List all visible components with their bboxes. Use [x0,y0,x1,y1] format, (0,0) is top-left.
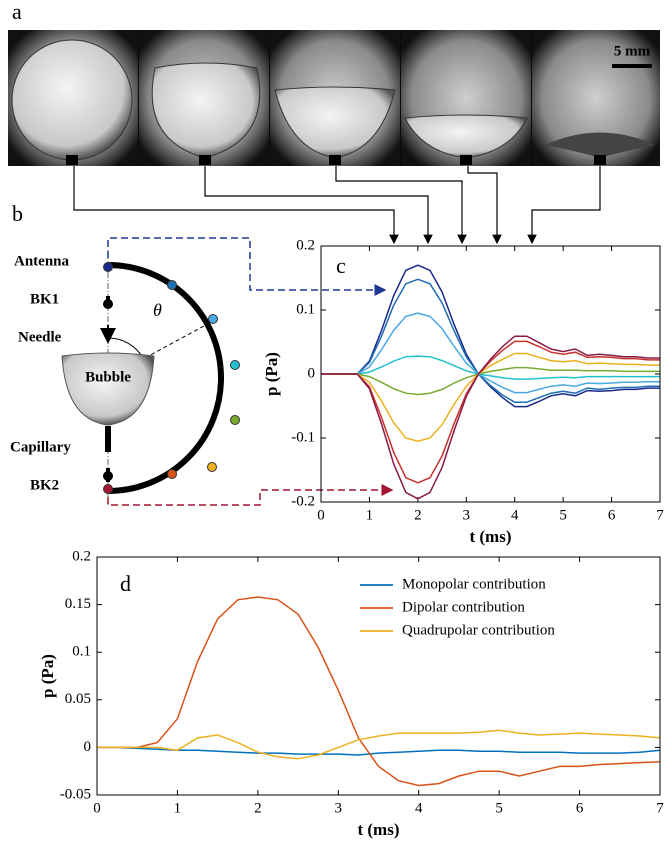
series-line [321,355,660,380]
series-line [321,278,660,403]
diagram-label: Capillary [10,439,71,455]
series-line [321,340,660,484]
y-tick-label: 0.05 [65,691,91,707]
link-red [107,484,394,506]
series-line [97,596,661,787]
connectors [73,166,601,245]
x-tick-label: 0 [93,800,101,816]
x-axis-label: t (ms) [357,820,399,839]
series-line [321,264,660,408]
y-tick-label: 0.1 [72,644,91,660]
diagram-label: Needle [18,329,62,345]
antenna-arc [107,262,224,494]
x-tick-label: 3 [335,800,343,816]
plot-frame [320,245,661,503]
photo-strip: 5 mm [8,30,660,166]
panel-label: b [12,201,23,226]
sensors [103,262,240,494]
legend-label: Dipolar contribution [402,599,525,615]
series-line [321,366,660,396]
plot-frame [96,556,661,796]
x-tick-label: 5 [559,507,567,523]
y-tick-label: 0.2 [296,237,315,253]
photo [401,30,531,166]
x-tick-label: 2 [414,507,422,523]
link-blue [107,237,387,296]
photo [270,30,400,166]
panel-label: a [12,0,22,24]
series-line [97,729,661,760]
x-tick-label: 0 [317,507,325,523]
x-tick-label: 7 [656,507,664,523]
diagram-label: Antenna [14,253,70,269]
y-axis-label: p (Pa) [262,352,281,396]
photo [532,30,660,166]
x-tick-label: 1 [366,507,374,523]
y-tick-label: 0 [308,365,316,381]
legend-label: Quadrupolar contribution [402,622,555,638]
x-tick-label: 6 [608,507,616,523]
diagram-label: BK1 [30,291,59,307]
x-tick-label: 1 [174,800,182,816]
y-tick-label: -0.2 [291,493,315,509]
y-tick-label: -0.1 [291,429,315,445]
panel-label: d [120,571,131,596]
series-line [97,746,661,756]
bubble-label: Bubble [85,369,131,385]
photo [8,30,138,166]
y-tick-label: 0.1 [296,301,315,317]
y-axis-label: p (Pa) [38,654,57,698]
y-tick-label: -0.05 [60,786,91,802]
photo [139,30,269,166]
angle-line [107,319,216,379]
panel-label: c [336,253,346,278]
diagram: θ Bubble Antenna BK1 Needle Capillary BK… [10,237,394,506]
x-tick-label: 6 [576,800,584,816]
x-tick-label: 7 [656,800,664,816]
x-tick-label: 5 [495,800,503,816]
y-tick-label: 0.15 [65,596,91,612]
scale-label: 5 mm [614,43,651,59]
x-tick-label: 2 [254,800,262,816]
series-line [321,352,660,442]
y-tick-label: 0.2 [72,548,91,564]
x-axis-label: t (ms) [469,527,511,546]
bubble [61,352,155,426]
x-tick-label: 4 [511,507,519,523]
y-tick-label: 0 [84,739,92,755]
diagram-label: BK2 [30,477,59,493]
angle-label: θ [153,300,162,320]
series-line [321,335,660,500]
x-tick-label: 4 [415,800,423,816]
legend-label: Monopolar contribution [402,576,546,592]
series-line [321,312,660,394]
x-tick-label: 3 [463,507,471,523]
